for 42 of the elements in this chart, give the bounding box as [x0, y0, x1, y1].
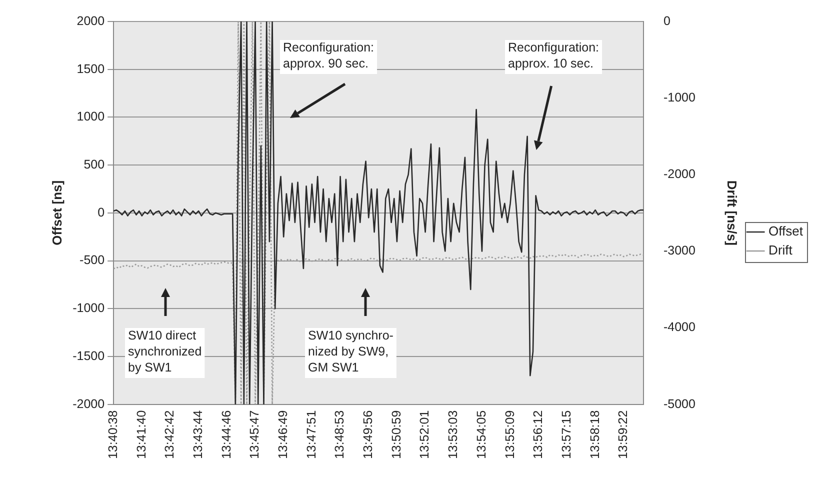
x-tick-label: 13:41:40 — [134, 410, 148, 460]
x-tick-label: 13:56:12 — [531, 410, 546, 460]
y2-axis-title: Drift [ns/s] — [724, 180, 740, 246]
x-tick-label: 13:54:05 — [474, 410, 488, 460]
annotation: SW10 synchro- nized by SW9, GM SW1 — [308, 328, 394, 375]
x-tick-label: 13:47:51 — [304, 410, 318, 460]
y-tick-label: 1000 — [76, 110, 105, 124]
y-tick-label: -2000 — [72, 396, 105, 411]
y2-tick-label: 0 — [663, 14, 670, 28]
y-tick-label: 1500 — [76, 62, 105, 76]
x-tick-label: 13:45:47 — [248, 410, 262, 460]
x-tick-label: 13:57:15 — [559, 410, 574, 460]
y-tick-label: 0 — [98, 205, 105, 220]
x-tick-label: 13:53:03 — [446, 410, 460, 460]
x-tick-label: 13:43:44 — [191, 410, 206, 460]
x-tick-label: 13:50:59 — [389, 410, 404, 460]
annotation: Reconfiguration: approx. 90 sec. — [283, 40, 374, 71]
x-tick-label: 13:46:49 — [276, 410, 290, 460]
legend-label: Offset — [768, 224, 804, 239]
x-tick-label: 13:55:09 — [502, 410, 517, 460]
y2-tick-label: -1000 — [663, 90, 696, 105]
x-tick-label: 13:40:38 — [106, 410, 120, 460]
x-tick-label: 13:42:42 — [162, 410, 177, 460]
x-tick-label: 13:44:46 — [219, 410, 234, 460]
y-tick-label: 2000 — [76, 14, 105, 28]
y2-tick-label: -5000 — [663, 396, 696, 411]
x-tick-label: 13:58:18 — [588, 410, 602, 460]
annotation: Reconfiguration: approx. 10 sec. — [508, 40, 600, 71]
y-tick-label: -1500 — [72, 348, 105, 363]
x-tick-label: 13:52:01 — [418, 410, 432, 460]
y2-tick-label: -2000 — [663, 167, 696, 182]
x-tick-label: 13:48:53 — [332, 410, 347, 460]
y-tick-label: 500 — [84, 158, 105, 172]
x-tick-label: 13:59:22 — [616, 410, 630, 460]
y-tick-label: -500 — [80, 253, 105, 268]
annotation: SW10 direct synchronized by SW1 — [128, 328, 202, 375]
y2-tick-label: -4000 — [663, 320, 696, 334]
y-tick-label: -1000 — [72, 301, 105, 316]
legend-label: Drift — [768, 242, 793, 258]
y2-tick-label: -3000 — [663, 244, 696, 258]
y-axis-title: Offset [ns] — [49, 180, 64, 246]
x-tick-label: 13:49:56 — [361, 410, 376, 460]
